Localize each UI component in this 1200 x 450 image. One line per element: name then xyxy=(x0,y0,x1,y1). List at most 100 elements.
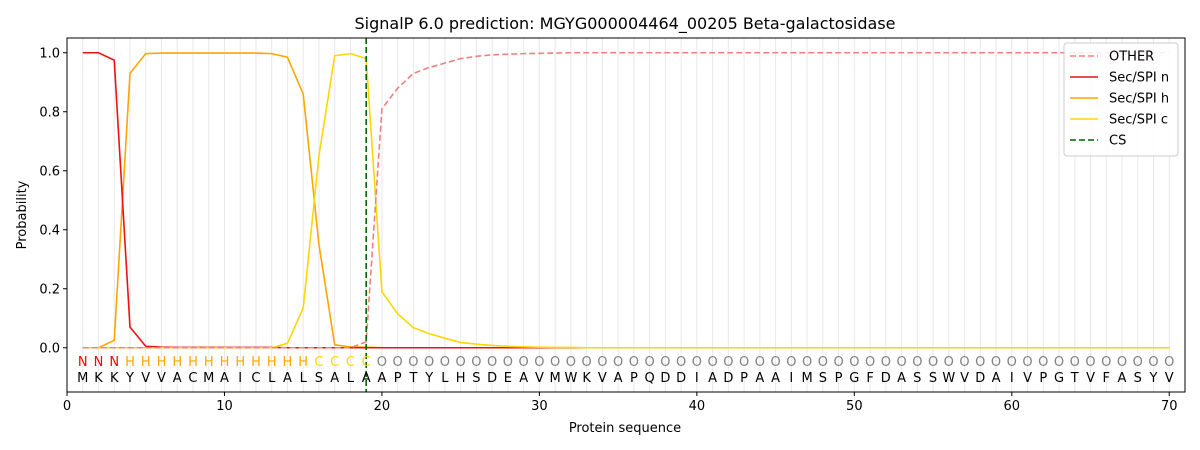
legend-label: CS xyxy=(1109,134,1126,149)
region-label: O xyxy=(1133,355,1143,370)
region-label: O xyxy=(912,355,922,370)
region-label: O xyxy=(1148,355,1158,370)
region-label: O xyxy=(692,355,702,370)
sequence-residue: C xyxy=(251,371,260,386)
sequence-residue: A xyxy=(330,371,339,386)
region-label: N xyxy=(78,355,88,370)
sequence-residue: L xyxy=(347,371,355,386)
region-label: O xyxy=(582,355,592,370)
sequence-residue: V xyxy=(1086,371,1095,386)
sequence-residue: A xyxy=(362,371,371,386)
region-label: O xyxy=(471,355,481,370)
region-label: C xyxy=(330,355,339,370)
region-label: N xyxy=(109,355,119,370)
y-axis-label: Probability xyxy=(15,180,30,249)
y-tick-label: 1.0 xyxy=(39,46,60,61)
sequence-residue: E xyxy=(504,371,512,386)
sequence-residue: A xyxy=(992,371,1001,386)
region-label: O xyxy=(550,355,560,370)
region-label: O xyxy=(1038,355,1048,370)
sequence-residue: S xyxy=(929,371,937,386)
region-label: O xyxy=(833,355,843,370)
sequence-residue: P xyxy=(740,371,748,386)
sequence-residue: Q xyxy=(645,371,655,386)
y-tick-label: 0.4 xyxy=(39,223,60,238)
sequence-residue: V xyxy=(157,371,166,386)
sequence-residue: V xyxy=(1023,371,1032,386)
region-label: O xyxy=(881,355,891,370)
region-label: O xyxy=(1070,355,1080,370)
sequence-residue: D xyxy=(975,371,985,386)
sequence-residue: W xyxy=(564,371,577,386)
region-label: O xyxy=(645,355,655,370)
region-label: O xyxy=(424,355,434,370)
region-label: O xyxy=(629,355,639,370)
region-label: O xyxy=(865,355,875,370)
region-label: O xyxy=(991,355,1001,370)
sequence-residue: P xyxy=(1039,371,1047,386)
sequence-residue: K xyxy=(582,371,591,386)
region-label: O xyxy=(944,355,954,370)
legend-box xyxy=(1063,42,1179,157)
region-label: O xyxy=(534,355,544,370)
sequence-residue: H xyxy=(456,371,466,386)
region-label: C xyxy=(346,355,355,370)
region-label: H xyxy=(141,355,151,370)
sequence-residue: M xyxy=(801,371,812,386)
sequence-residue: A xyxy=(1118,371,1127,386)
series-lines xyxy=(82,51,1170,349)
sequence-residue: G xyxy=(849,371,859,386)
region-label: O xyxy=(1164,355,1174,370)
sequence-residue: K xyxy=(110,371,119,386)
sequence-residue: D xyxy=(487,371,497,386)
region-label: O xyxy=(393,355,403,370)
region-label: N xyxy=(94,355,104,370)
region-label: O xyxy=(613,355,623,370)
x-tick-label: 50 xyxy=(846,399,863,414)
sequence-residue: F xyxy=(1103,371,1110,386)
sequence-residue: A xyxy=(755,371,764,386)
sequence-residue: M xyxy=(77,371,88,386)
sequence-residue: P xyxy=(394,371,402,386)
sequence-residue: L xyxy=(441,371,449,386)
sequence-residue: I xyxy=(789,371,793,386)
sequence-residue: D xyxy=(881,371,891,386)
sequence-residue: L xyxy=(268,371,276,386)
region-label: O xyxy=(723,355,733,370)
region-label: O xyxy=(597,355,607,370)
sequence-residue: V xyxy=(960,371,969,386)
region-label: H xyxy=(172,355,182,370)
sequence-residue: S xyxy=(819,371,827,386)
region-label: H xyxy=(283,355,293,370)
region-label: O xyxy=(1054,355,1064,370)
sequence-residue: G xyxy=(1054,371,1064,386)
sequence-residue: F xyxy=(866,371,873,386)
x-tick-label: 60 xyxy=(1004,399,1021,414)
sequence-residue: A xyxy=(897,371,906,386)
y-tick-label: 0.8 xyxy=(39,105,60,120)
sequence-residue: S xyxy=(315,371,323,386)
sequence-residue: T xyxy=(1070,371,1079,386)
sequence-residue: V xyxy=(535,371,544,386)
sequence-residue: K xyxy=(94,371,103,386)
chart-title: SignalP 6.0 prediction: MGYG000004464_00… xyxy=(354,14,895,34)
x-axis-label: Protein sequence xyxy=(569,421,681,436)
y-tick-label: 0.6 xyxy=(39,164,60,179)
sequence-residue: A xyxy=(519,371,528,386)
legend-label: Sec/SPI h xyxy=(1109,92,1169,107)
region-label: O xyxy=(739,355,749,370)
region-label: O xyxy=(1007,355,1017,370)
sequence-residue: S xyxy=(913,371,921,386)
region-label: O xyxy=(676,355,686,370)
x-tick-label: 10 xyxy=(216,399,233,414)
sequence-residue: V xyxy=(1165,371,1174,386)
region-label: O xyxy=(1022,355,1032,370)
sequence-residue: D xyxy=(676,371,686,386)
x-tick-label: 20 xyxy=(374,399,391,414)
legend-label: OTHER xyxy=(1109,50,1154,65)
region-label: O xyxy=(802,355,812,370)
sequence-residue: I xyxy=(238,371,242,386)
